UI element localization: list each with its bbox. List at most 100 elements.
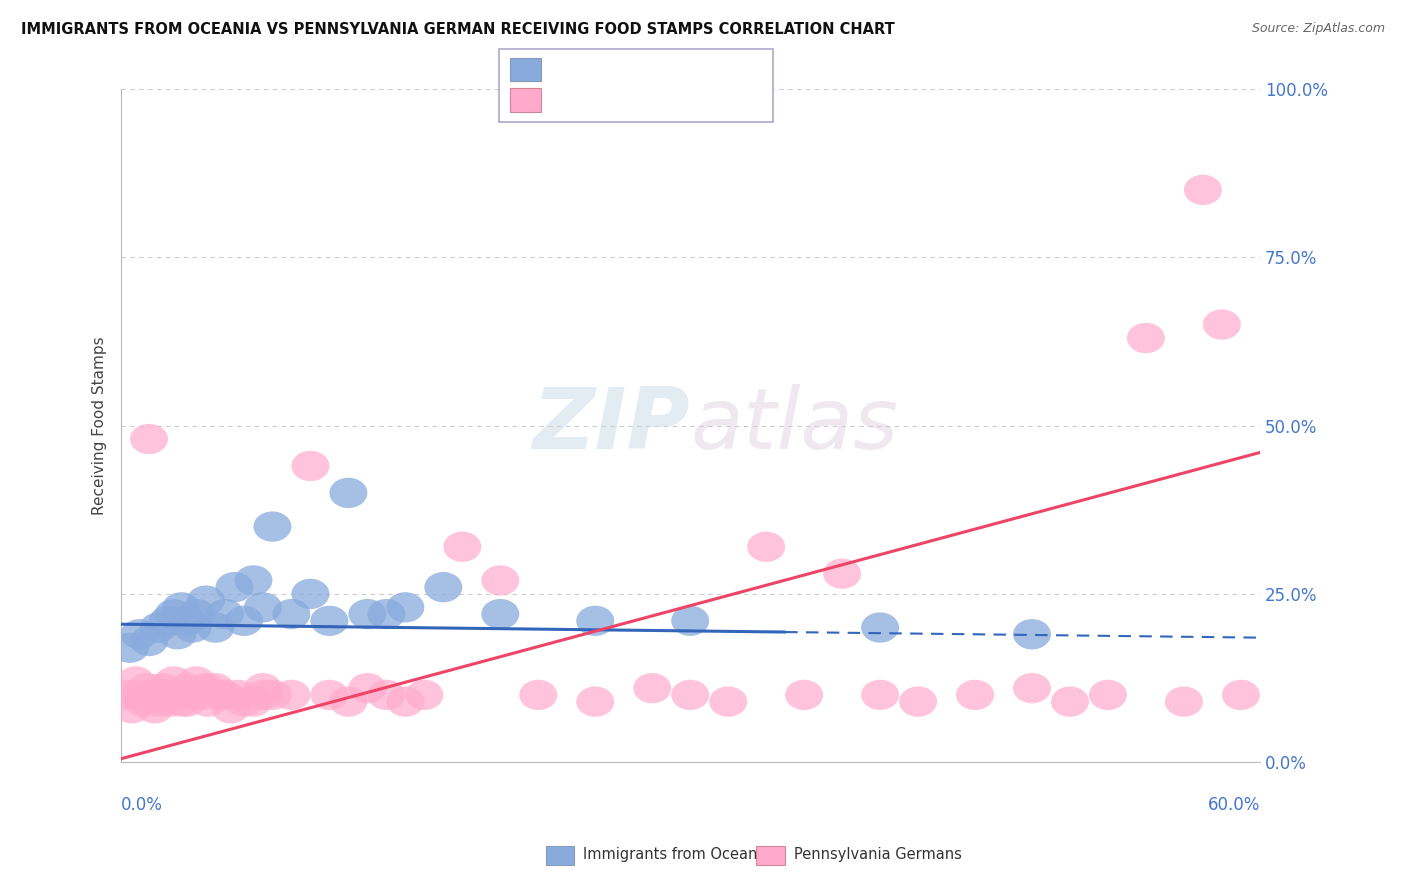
Ellipse shape (139, 613, 177, 643)
Ellipse shape (167, 687, 205, 717)
Ellipse shape (159, 680, 197, 710)
Ellipse shape (1166, 687, 1204, 717)
Ellipse shape (187, 585, 225, 615)
Ellipse shape (273, 680, 311, 710)
Ellipse shape (273, 599, 311, 629)
Ellipse shape (215, 572, 253, 602)
Ellipse shape (1128, 323, 1166, 353)
Ellipse shape (212, 693, 250, 723)
Ellipse shape (253, 680, 291, 710)
Ellipse shape (162, 592, 200, 623)
Ellipse shape (155, 666, 193, 697)
Ellipse shape (291, 579, 329, 609)
Ellipse shape (898, 687, 936, 717)
Ellipse shape (481, 599, 519, 629)
Ellipse shape (149, 680, 187, 710)
Ellipse shape (136, 693, 174, 723)
Ellipse shape (387, 687, 425, 717)
Ellipse shape (174, 613, 212, 643)
Ellipse shape (709, 687, 747, 717)
Ellipse shape (823, 558, 860, 589)
Text: 60.0%: 60.0% (1208, 796, 1260, 814)
Ellipse shape (519, 680, 557, 710)
Ellipse shape (785, 680, 823, 710)
Ellipse shape (671, 606, 709, 636)
Ellipse shape (162, 687, 200, 717)
Ellipse shape (107, 680, 145, 710)
Text: 0.0%: 0.0% (121, 796, 163, 814)
Ellipse shape (225, 606, 263, 636)
Ellipse shape (860, 613, 898, 643)
Ellipse shape (117, 666, 155, 697)
Ellipse shape (111, 632, 149, 663)
Text: Source: ZipAtlas.com: Source: ZipAtlas.com (1251, 22, 1385, 36)
Ellipse shape (129, 626, 167, 657)
Text: Immigrants from Oceania: Immigrants from Oceania (583, 847, 770, 862)
Ellipse shape (425, 572, 463, 602)
Ellipse shape (311, 606, 349, 636)
Ellipse shape (349, 673, 387, 703)
Ellipse shape (1090, 680, 1128, 710)
Ellipse shape (128, 673, 166, 703)
Ellipse shape (956, 680, 994, 710)
Ellipse shape (387, 592, 425, 623)
Y-axis label: Receiving Food Stamps: Receiving Food Stamps (93, 336, 107, 515)
Ellipse shape (139, 687, 177, 717)
Ellipse shape (167, 606, 205, 636)
Ellipse shape (576, 687, 614, 717)
Ellipse shape (245, 680, 283, 710)
Ellipse shape (159, 619, 197, 649)
Ellipse shape (121, 680, 159, 710)
Ellipse shape (349, 599, 387, 629)
Ellipse shape (177, 666, 215, 697)
Ellipse shape (205, 680, 245, 710)
Ellipse shape (367, 599, 405, 629)
Ellipse shape (253, 511, 291, 541)
Text: Pennsylvania Germans: Pennsylvania Germans (794, 847, 962, 862)
Ellipse shape (143, 673, 181, 703)
Ellipse shape (747, 532, 785, 562)
Text: ZIP: ZIP (533, 384, 690, 467)
Ellipse shape (576, 606, 614, 636)
Ellipse shape (235, 566, 273, 596)
Ellipse shape (205, 599, 245, 629)
Ellipse shape (121, 619, 159, 649)
Text: atlas: atlas (690, 384, 898, 467)
Ellipse shape (132, 680, 170, 710)
Ellipse shape (481, 566, 519, 596)
Ellipse shape (1222, 680, 1260, 710)
Ellipse shape (1012, 619, 1052, 649)
Ellipse shape (671, 680, 709, 710)
Ellipse shape (245, 592, 283, 623)
Ellipse shape (148, 680, 186, 710)
Ellipse shape (225, 687, 263, 717)
Ellipse shape (183, 680, 221, 710)
Text: IMMIGRANTS FROM OCEANIA VS PENNSYLVANIA GERMAN RECEIVING FOOD STAMPS CORRELATION: IMMIGRANTS FROM OCEANIA VS PENNSYLVANIA … (21, 22, 894, 37)
Ellipse shape (291, 450, 329, 481)
Ellipse shape (112, 693, 150, 723)
Ellipse shape (197, 613, 235, 643)
Ellipse shape (1184, 175, 1222, 205)
Text: R = -0.061  N = 32: R = -0.061 N = 32 (550, 62, 689, 77)
Ellipse shape (405, 680, 443, 710)
Ellipse shape (367, 680, 405, 710)
Ellipse shape (245, 673, 283, 703)
Ellipse shape (1204, 310, 1241, 340)
Ellipse shape (204, 680, 242, 710)
Ellipse shape (1012, 673, 1052, 703)
Ellipse shape (150, 687, 188, 717)
Ellipse shape (124, 687, 162, 717)
Text: R =  0.501  N = 63: R = 0.501 N = 63 (550, 93, 688, 107)
Ellipse shape (187, 673, 225, 703)
Ellipse shape (219, 680, 257, 710)
Ellipse shape (129, 424, 167, 454)
Ellipse shape (177, 599, 215, 629)
Ellipse shape (174, 680, 212, 710)
Ellipse shape (188, 687, 226, 717)
Ellipse shape (197, 673, 235, 703)
Ellipse shape (167, 673, 205, 703)
Ellipse shape (149, 606, 187, 636)
Ellipse shape (443, 532, 481, 562)
Ellipse shape (329, 687, 367, 717)
Ellipse shape (860, 680, 898, 710)
